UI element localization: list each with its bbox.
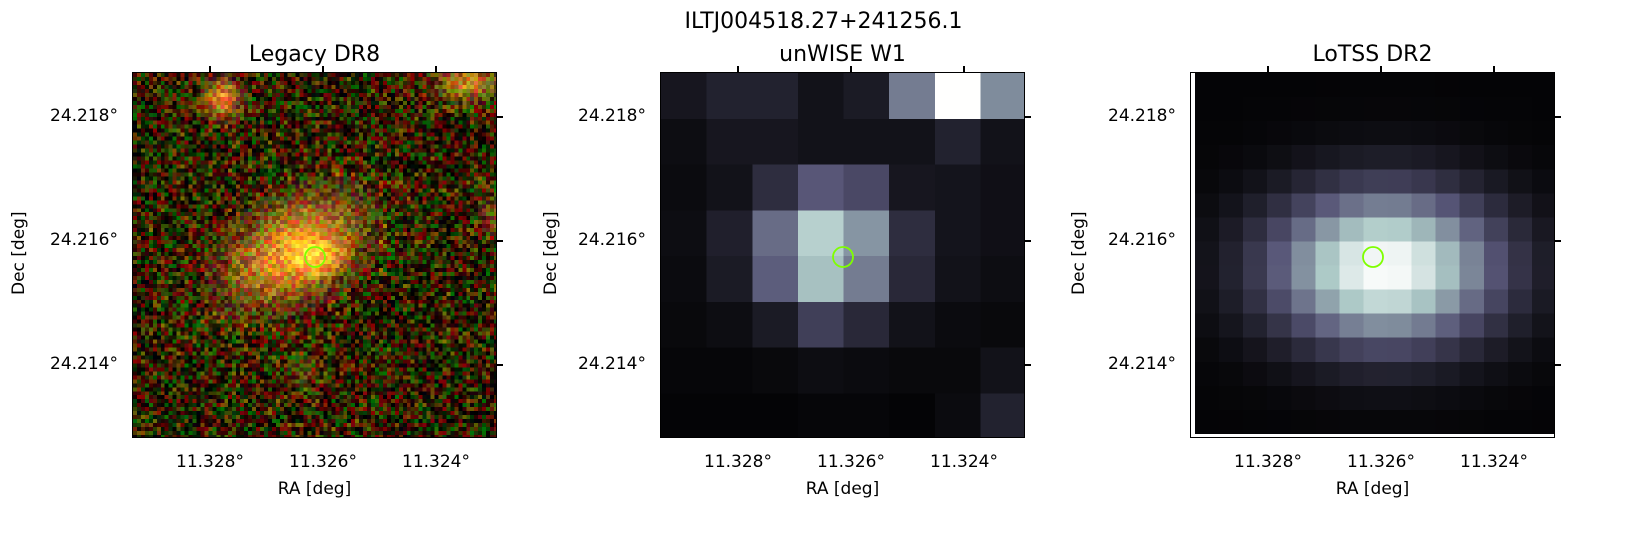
ytick-label: 24.218° (50, 106, 118, 126)
radio-image-canvas (1195, 73, 1554, 434)
ytick-label: 24.216° (578, 230, 646, 250)
xtick-top (1380, 66, 1382, 73)
xtick-label: 11.326° (817, 452, 885, 472)
xtick-top (963, 66, 965, 73)
ytick-label: 24.218° (1108, 106, 1176, 126)
xtick-label: 11.328° (704, 452, 772, 472)
xtick-label: 11.326° (1347, 452, 1415, 472)
ytick-right (496, 364, 503, 366)
source-marker-icon (304, 246, 326, 268)
xtick-top (1267, 66, 1269, 73)
ytick-label: 24.216° (1108, 230, 1176, 250)
ytick-right (496, 240, 503, 242)
panel-lotss: LoTSS DR2 24.218° 24.216° 24.214° 11.328… (1059, 0, 1599, 539)
xtick-top (1493, 66, 1495, 73)
xtick-label: 11.328° (1234, 452, 1302, 472)
ytick-label: 24.216° (50, 230, 118, 250)
source-marker-icon (832, 246, 854, 268)
ytick-right (1554, 116, 1561, 118)
infrared-image-canvas (661, 73, 1024, 437)
xtick-top (850, 66, 852, 73)
x-axis-title: RA [deg] (277, 479, 352, 499)
figure-title: ILTJ004518.27+241256.1 (684, 9, 963, 34)
legacy-image (132, 72, 497, 438)
xtick-label: 11.326° (289, 452, 357, 472)
ytick-label: 24.218° (578, 106, 646, 126)
ytick-label: 24.214° (50, 354, 118, 374)
y-axis-title: Dec [deg] (541, 211, 561, 295)
xtick-top (737, 66, 739, 73)
xtick-label: 11.324° (930, 452, 998, 472)
panel-title: unWISE W1 (779, 42, 906, 67)
xtick-top (209, 66, 211, 73)
x-axis-title: RA [deg] (1335, 479, 1410, 499)
ytick-right (1024, 364, 1031, 366)
xtick-label: 11.324° (1460, 452, 1528, 472)
y-axis-title: Dec [deg] (1069, 211, 1089, 295)
panel-title: LoTSS DR2 (1312, 42, 1433, 67)
ytick-right (1024, 240, 1031, 242)
source-marker-icon (1362, 246, 1384, 268)
lotss-image (1190, 72, 1555, 438)
optical-image-canvas (133, 73, 496, 437)
ytick-right (1554, 240, 1561, 242)
panel-unwise: unWISE W1 24.218° 24.216° 24.214° 11.328… (530, 0, 1070, 539)
ytick-label: 24.214° (578, 354, 646, 374)
ytick-right (1024, 116, 1031, 118)
unwise-image (660, 72, 1025, 438)
xtick-label: 11.324° (402, 452, 470, 472)
xtick-top (322, 66, 324, 73)
ytick-right (1554, 364, 1561, 366)
x-axis-title: RA [deg] (805, 479, 880, 499)
y-axis-title: Dec [deg] (9, 211, 29, 295)
ytick-label: 24.214° (1108, 354, 1176, 374)
xtick-top (435, 66, 437, 73)
panel-title: Legacy DR8 (248, 42, 381, 67)
panel-legacy: Legacy DR8 24.218° 24.216° 24.214° 11.32… (0, 0, 540, 539)
ytick-right (496, 116, 503, 118)
xtick-label: 11.328° (176, 452, 244, 472)
